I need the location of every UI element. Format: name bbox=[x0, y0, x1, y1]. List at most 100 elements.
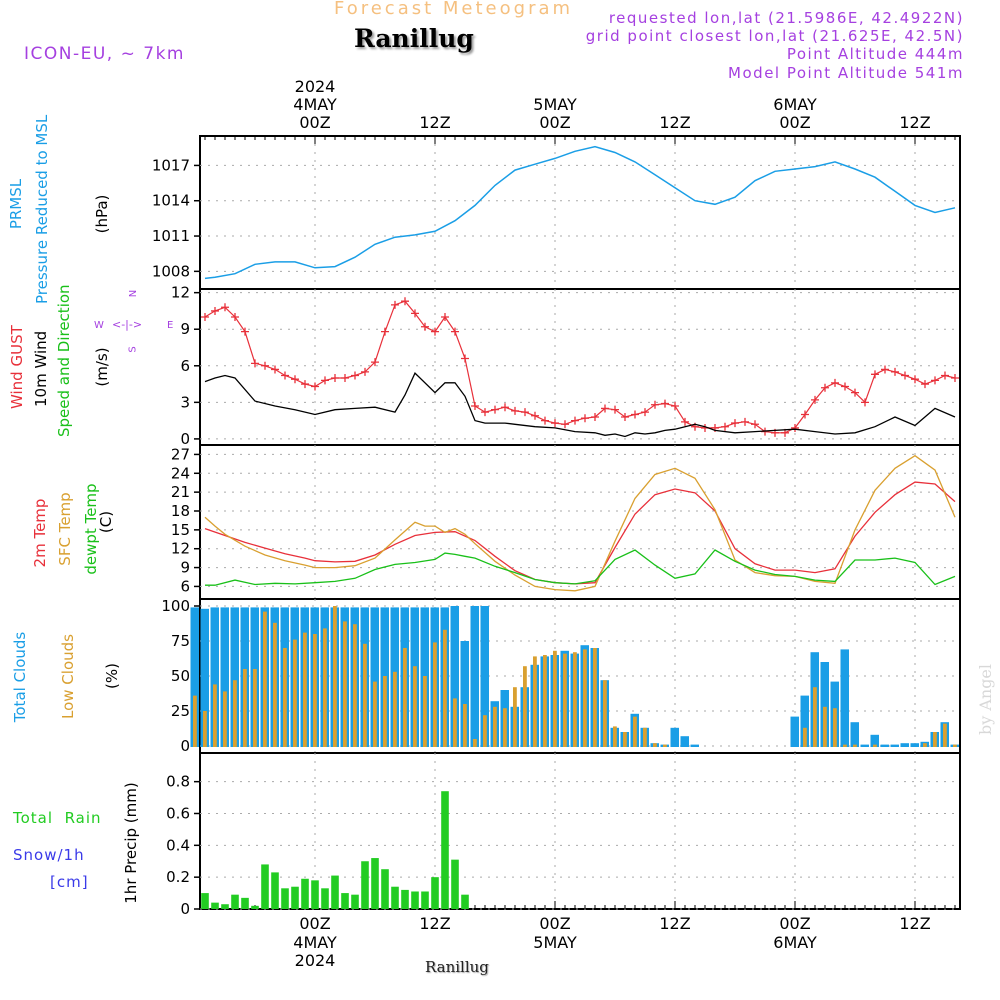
low-cloud-bar bbox=[593, 648, 597, 747]
low-cloud-bar bbox=[833, 708, 837, 747]
bottom-date-label: 6MAY bbox=[773, 933, 817, 952]
rain-bar bbox=[251, 905, 259, 909]
y-tick-label: 1017 bbox=[152, 156, 190, 174]
rain-bar bbox=[201, 893, 209, 909]
gust-point bbox=[511, 406, 519, 415]
y-tick-label: 6 bbox=[180, 357, 190, 375]
y-tick-label: 0 bbox=[180, 900, 190, 918]
low-cloud-bar bbox=[843, 744, 847, 747]
low-cloud-bar bbox=[233, 680, 237, 747]
total-cloud-bar bbox=[450, 606, 459, 747]
rain-bar bbox=[321, 888, 329, 909]
location-title: Ranillug bbox=[354, 24, 474, 53]
low-cloud-bar bbox=[253, 669, 257, 747]
top-date-label: 4MAY bbox=[293, 95, 337, 114]
low-cloud-bar bbox=[533, 656, 537, 747]
low-cloud-bar bbox=[313, 634, 317, 747]
total-cloud-bar bbox=[890, 744, 899, 747]
panel-frame-1 bbox=[199, 288, 961, 446]
gust-point bbox=[601, 404, 609, 413]
bottom-year-label: 2024 bbox=[295, 951, 336, 970]
gust-point bbox=[591, 412, 599, 421]
gust-point bbox=[911, 375, 919, 384]
gust-point bbox=[521, 408, 529, 417]
bottom-z-label: 00Z bbox=[779, 914, 810, 933]
pressure-line bbox=[204, 145, 956, 280]
rain-bar bbox=[271, 872, 279, 909]
y-tick-label: 0.4 bbox=[166, 836, 190, 854]
rain-bar bbox=[241, 897, 249, 909]
top-z-label: 00Z bbox=[299, 113, 330, 132]
rain-bar bbox=[281, 888, 289, 909]
total-cloud-bar bbox=[840, 649, 849, 747]
rain-bar bbox=[421, 891, 429, 909]
y-tick-label: 75 bbox=[171, 632, 190, 650]
gust-point bbox=[731, 419, 739, 428]
gust-point bbox=[881, 365, 889, 374]
bottom-z-label: 00Z bbox=[299, 914, 330, 933]
total-cloud-bar bbox=[200, 608, 209, 747]
rain-bar bbox=[401, 889, 409, 909]
gust-point bbox=[811, 395, 819, 404]
rain-bar bbox=[311, 880, 319, 909]
y-tick-label: 1014 bbox=[152, 192, 190, 210]
gust-point bbox=[291, 375, 299, 384]
low-cloud-bar bbox=[933, 732, 937, 747]
gust-point bbox=[621, 412, 629, 421]
low-cloud-bar bbox=[633, 716, 637, 747]
snow-label: Snow/1h bbox=[13, 846, 85, 864]
total-cloud-bar bbox=[910, 743, 919, 747]
gust-point bbox=[351, 371, 359, 380]
total-cloud-bar bbox=[800, 695, 809, 747]
gust-line bbox=[204, 300, 956, 434]
bottom-date-label: 5MAY bbox=[533, 933, 577, 952]
gust-point bbox=[391, 300, 399, 309]
gust-point bbox=[941, 371, 949, 380]
total-cloud-bar bbox=[880, 744, 889, 747]
model-label: ICON-EU, ~ 7km bbox=[24, 44, 185, 64]
rain-bar bbox=[211, 902, 219, 909]
gust-point bbox=[661, 399, 669, 408]
low-cloud-bar bbox=[283, 648, 287, 747]
gust-point bbox=[211, 306, 219, 315]
top-date-label: 6MAY bbox=[773, 95, 817, 114]
y-tick-label: 12 bbox=[171, 540, 190, 558]
gust-point bbox=[631, 410, 639, 419]
low-cloud-bar bbox=[483, 715, 487, 747]
rain-bar bbox=[371, 858, 379, 909]
gust-point bbox=[571, 416, 579, 425]
gust-point bbox=[421, 322, 429, 331]
top-z-label: 00Z bbox=[779, 113, 810, 132]
total-cloud-bar bbox=[190, 607, 199, 747]
y-tick-label: 24 bbox=[171, 464, 190, 482]
total-cloud-bar bbox=[220, 607, 229, 747]
low-cloud-bar bbox=[923, 743, 927, 747]
compass-w: W bbox=[94, 320, 104, 331]
gust-point bbox=[841, 382, 849, 391]
total-rain-label: Total Rain bbox=[13, 809, 102, 827]
low-cloud-bar bbox=[353, 624, 357, 747]
low-cloud-bar bbox=[663, 744, 667, 747]
gust-point bbox=[851, 388, 859, 397]
top-year-label: 2024 bbox=[295, 77, 336, 96]
y-tick-label: 0 bbox=[180, 737, 190, 755]
gust-point bbox=[221, 303, 229, 312]
rain-bar bbox=[351, 894, 359, 909]
panel-frame-0 bbox=[199, 135, 961, 290]
total-cloud-bar bbox=[480, 606, 489, 747]
low-cloud-bar bbox=[413, 666, 417, 747]
gust-point bbox=[401, 297, 409, 306]
y-tick-label: 18 bbox=[171, 502, 190, 520]
y-tick-label: 9 bbox=[180, 320, 190, 338]
low-cloud-bar bbox=[223, 691, 227, 747]
low-cloud-bar bbox=[323, 628, 327, 747]
gust-point bbox=[471, 402, 479, 410]
low-cloud-bar bbox=[383, 676, 387, 747]
total-cloud-bar bbox=[860, 744, 869, 747]
y-tick-label: 1011 bbox=[152, 227, 190, 245]
y-tick-label: 0.8 bbox=[166, 773, 190, 791]
total-cloud-bar bbox=[210, 607, 219, 747]
gust-point bbox=[651, 400, 659, 409]
total-cloud-bar bbox=[470, 606, 479, 747]
low-cloud-bar bbox=[643, 727, 647, 747]
